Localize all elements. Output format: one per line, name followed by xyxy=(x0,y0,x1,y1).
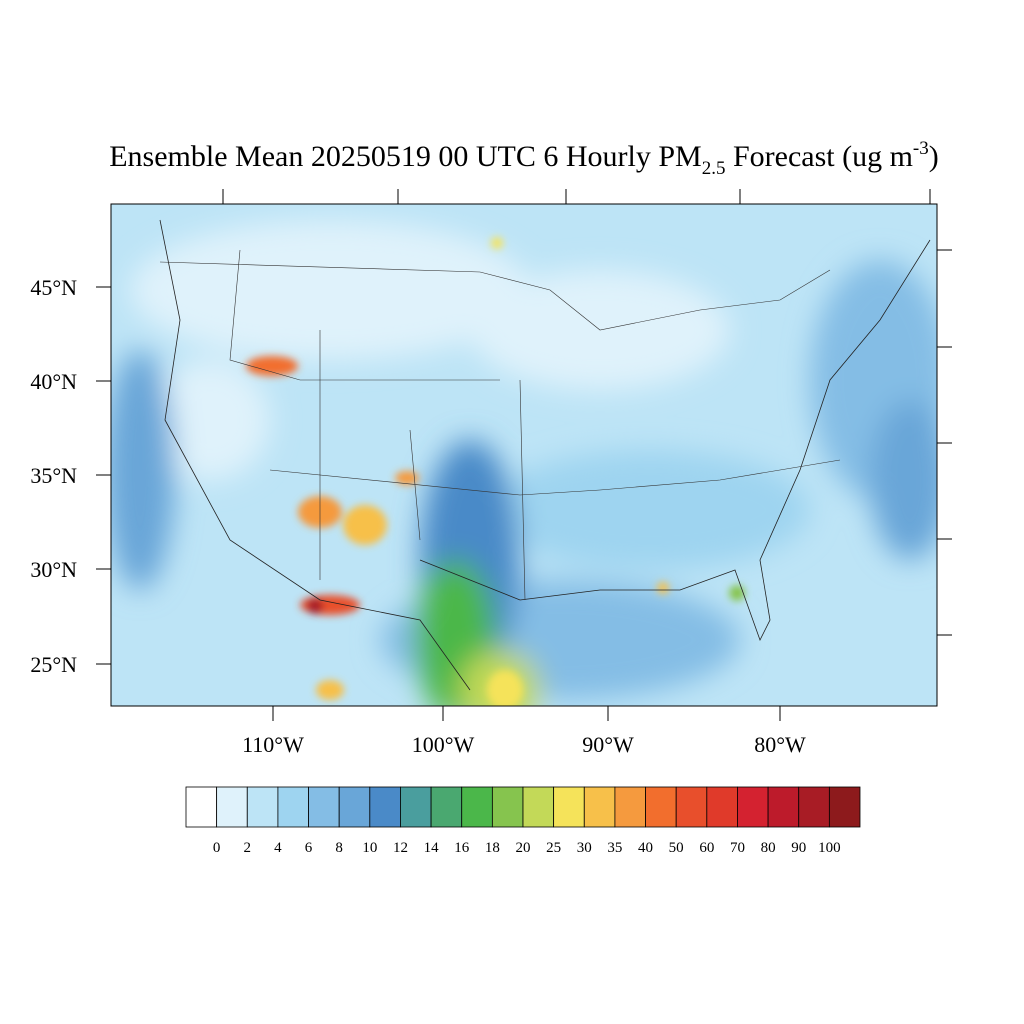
colorbar-box xyxy=(400,786,432,828)
colorbar-label: 100 xyxy=(818,840,841,856)
colorbar-label: 35 xyxy=(607,840,622,856)
colorbar-label: 12 xyxy=(393,840,408,856)
colorbar-label: 30 xyxy=(577,840,592,856)
lat-label: 30°N xyxy=(30,557,77,582)
map-axes: 45°N 40°N 35°N 30°N 25°N 110°W 100°W 90°W 80°W xyxy=(30,189,952,757)
colorbar-label: 80 xyxy=(761,840,776,856)
colorbar-label: 18 xyxy=(485,840,500,856)
colorbar-label: 4 xyxy=(274,840,282,856)
colorbar-box xyxy=(614,786,646,828)
title-superscript: -3 xyxy=(913,138,929,159)
colorbar-box xyxy=(246,786,279,828)
colorbar-box xyxy=(828,786,861,828)
colorbar-label: 8 xyxy=(335,840,343,856)
colorbar-label: 40 xyxy=(638,840,653,856)
colorbar-box xyxy=(277,786,309,828)
colorbar-box xyxy=(645,786,677,828)
colorbar-box xyxy=(308,786,340,828)
lat-label: 35°N xyxy=(30,463,77,488)
colorbar-label: 10 xyxy=(362,840,377,856)
colorbar: 0 2 4 6 8 10 12 14 16 18 20 25 30 35 40 50 60 70 80 90 100 xyxy=(185,786,861,856)
colorbar-label: 14 xyxy=(424,840,440,856)
map-field xyxy=(111,204,937,706)
colorbar-box xyxy=(430,786,463,828)
title-end: ) xyxy=(929,140,939,173)
lat-label: 45°N xyxy=(30,275,77,300)
colorbar-box xyxy=(675,786,708,828)
title-subscript: 2.5 xyxy=(702,158,726,179)
colorbar-box xyxy=(767,786,800,828)
lat-label: 40°N xyxy=(30,369,77,394)
colorbar-box xyxy=(216,786,248,828)
colorbar-box xyxy=(522,786,555,828)
lat-label: 25°N xyxy=(30,652,77,677)
colorbar-box xyxy=(369,786,401,828)
colorbar-box xyxy=(583,786,616,828)
lon-label: 110°W xyxy=(242,732,304,757)
colorbar-box xyxy=(491,786,524,828)
colorbar-box xyxy=(461,786,493,828)
title-main: Ensemble Mean 20250519 00 UTC 6 Hourly P… xyxy=(109,140,701,173)
colorbar-box xyxy=(553,786,585,828)
colorbar-label: 25 xyxy=(546,840,561,856)
colorbar-box xyxy=(185,786,218,828)
colorbar-label: 6 xyxy=(305,840,313,856)
colorbar-label: 50 xyxy=(669,840,684,856)
colorbar-label: 20 xyxy=(516,840,531,856)
colorbar-label: 2 xyxy=(244,840,252,856)
lon-label: 100°W xyxy=(412,732,475,757)
colorbar-label: 60 xyxy=(699,840,714,856)
lon-label: 80°W xyxy=(754,732,806,757)
map-frame xyxy=(110,203,938,707)
title-after: Forecast (ug m xyxy=(725,140,912,173)
colorbar-label: 16 xyxy=(454,840,470,856)
colorbar-box xyxy=(338,786,371,828)
title: Ensemble Mean 20250519 00 UTC 6 Hourly P… xyxy=(109,138,939,179)
colorbar-label: 0 xyxy=(213,840,221,856)
colorbar-box xyxy=(706,786,738,828)
colorbar-label: 70 xyxy=(730,840,745,856)
colorbar-label: 90 xyxy=(791,840,806,856)
lon-label: 90°W xyxy=(582,732,634,757)
colorbar-box xyxy=(737,786,769,828)
colorbar-box xyxy=(798,786,830,828)
